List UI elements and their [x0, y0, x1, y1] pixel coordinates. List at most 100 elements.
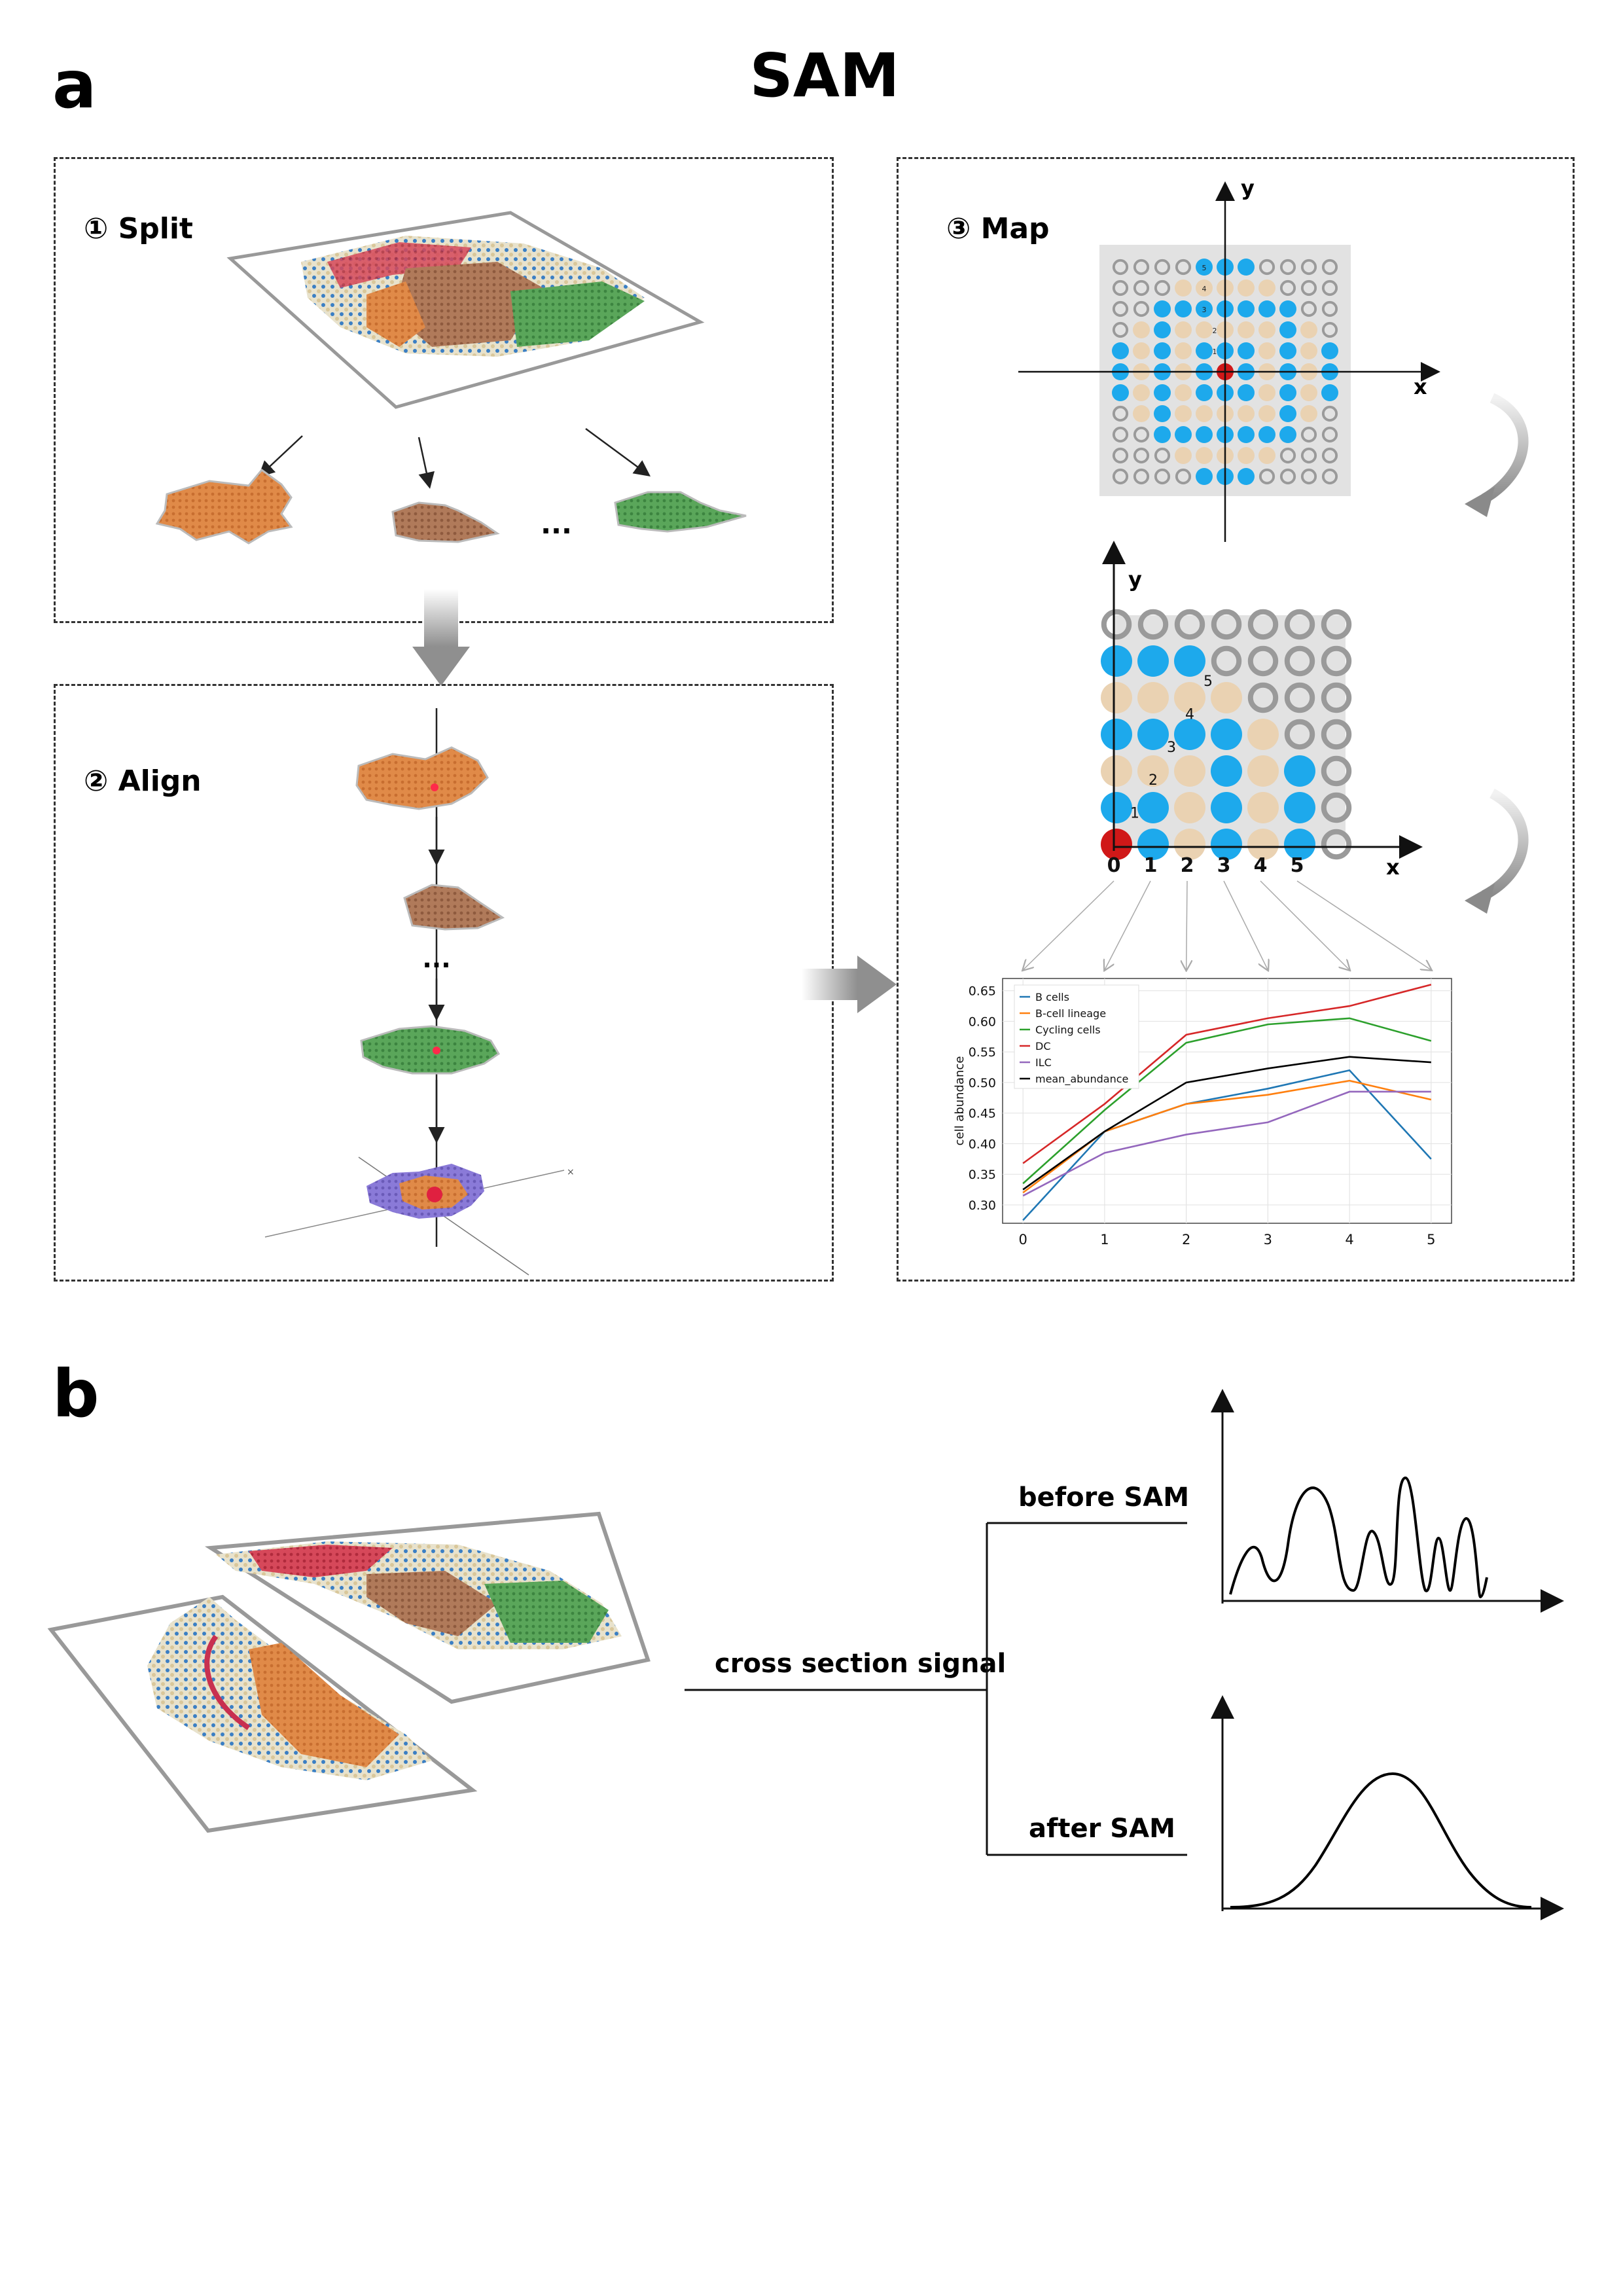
chart-series-line-cycling-cells: [1022, 1017, 1432, 1185]
after-sam-signal: [1230, 1772, 1532, 1909]
grid-empty-spot: [1175, 259, 1192, 276]
map-curved-arrow-2: [1482, 788, 1529, 901]
grid-empty-spot: [1321, 468, 1338, 485]
grid-spot-ring-3: [1238, 300, 1255, 317]
grid-spot-ring-4: [1300, 384, 1317, 401]
chart-ytick-label: 0.65: [969, 984, 996, 999]
quadrant-spot-ring-1: [1137, 792, 1169, 823]
quadrant-empty-spot: [1284, 645, 1315, 677]
quadrant-spot-ring-5: [1284, 792, 1315, 823]
grid-empty-spot: [1154, 447, 1171, 464]
grid-spot-ring-3: [1279, 321, 1296, 338]
tick-to-chart-connectors: [1023, 880, 1431, 970]
grid-ring-number-3: 3: [1202, 306, 1207, 314]
grid-empty-spot: [1321, 279, 1338, 296]
grid-spot-ring-3: [1154, 426, 1171, 443]
quadrant-ring-number-1: 1: [1130, 806, 1139, 822]
distance-tick-5: 5: [1291, 854, 1304, 877]
chart-series-line-dc: [1022, 984, 1432, 1164]
grid-empty-spot: [1112, 468, 1129, 485]
quadrant-center-spot: [1101, 829, 1132, 860]
quadrant-spot-ring-3: [1211, 829, 1242, 860]
chart-ytick-label: 0.35: [969, 1168, 996, 1182]
chart-legend: B cells B-cell lineage Cycling cells DC ILC m…: [1014, 984, 1139, 1089]
quadrant-spot-ring-4: [1211, 682, 1242, 713]
grid-spot-ring-4: [1175, 279, 1192, 296]
grid-empty-spot: [1300, 259, 1317, 276]
grid-spot-ring-4: [1133, 384, 1150, 401]
section-slides-pair: [47, 1511, 651, 1833]
grid-spot-ring-1: [1196, 342, 1213, 359]
quadrant-ring-number-2: 2: [1149, 772, 1158, 789]
quadrant-axes: [1102, 541, 1423, 859]
align-stack: ... ×: [264, 708, 575, 1276]
quadrant-spot-ring-5: [1284, 755, 1315, 787]
grid-empty-spot: [1321, 300, 1338, 317]
quadrant-spot-ring-2: [1101, 755, 1132, 787]
grid-spot-ring-5: [1196, 468, 1213, 485]
map-step-box: [897, 157, 1575, 1282]
quadrant-empty-spot: [1321, 829, 1352, 860]
grid-spot-ring-2: [1238, 405, 1255, 422]
grid-empty-spot: [1300, 300, 1317, 317]
grid-empty-spot: [1154, 468, 1171, 485]
chart-xtick-label: 5: [1427, 1232, 1435, 1247]
grid-spot-ring-4: [1258, 447, 1275, 464]
distance-tick-0: 0: [1107, 854, 1121, 877]
quadrant-spot-ring-2: [1174, 755, 1205, 787]
quadrant-ring-number-4: 4: [1185, 706, 1194, 723]
grid-spot-ring-2: [1196, 405, 1213, 422]
quadrant-empty-spot: [1321, 645, 1352, 677]
distance-tick-2: 2: [1181, 854, 1194, 877]
chart-legend-entry: ILC: [1035, 1056, 1052, 1069]
grid-empty-spot: [1133, 426, 1150, 443]
panel-b-letter: b: [52, 1355, 99, 1432]
grid-empty-spot: [1154, 259, 1171, 276]
grid-spot-ring-5: [1321, 342, 1338, 359]
quadrant-empty-spot: [1321, 792, 1352, 823]
quadrant-spot-ring-3: [1137, 719, 1169, 750]
distance-tick-1: 1: [1144, 854, 1158, 877]
grid-empty-spot: [1133, 259, 1150, 276]
grid-spot-ring-3: [1258, 426, 1275, 443]
grid-spot-ring-3: [1154, 300, 1171, 317]
grid-spot-ring-3: [1279, 342, 1296, 359]
chart-ytick-label: 0.30: [969, 1198, 996, 1213]
grid-empty-spot: [1321, 447, 1338, 464]
quadrant-spot-ring-4: [1174, 682, 1205, 713]
split-region-orange: [155, 468, 293, 545]
quadrant-spot-ring-4: [1247, 719, 1279, 750]
chart-legend-entry: B-cell lineage: [1035, 1007, 1106, 1020]
quadrant-spot-ring-4: [1247, 792, 1279, 823]
quadrant-spot-ring-5: [1174, 645, 1205, 677]
quadrant-empty-spot: [1174, 609, 1205, 640]
grid-spot-ring-4: [1300, 405, 1317, 422]
tick-connector-3: [1223, 880, 1268, 970]
quadrant-y-axis-label: y: [1128, 567, 1142, 592]
grid-spot-ring-2: [1175, 321, 1192, 338]
grid-empty-spot: [1300, 447, 1317, 464]
quadrant-spot-ring-3: [1211, 755, 1242, 787]
grid-spot-ring-3: [1154, 384, 1171, 401]
grid-spot-ring-2: [1175, 342, 1192, 359]
before-sam-label: before SAM: [1018, 1482, 1189, 1513]
chart-legend-entry: mean_abundance: [1035, 1073, 1128, 1086]
chart-ytick-label: 0.60: [969, 1014, 996, 1029]
chart-ytick-label: 0.50: [969, 1076, 996, 1090]
quadrant-spot-ring-3: [1174, 719, 1205, 750]
grid-spot-ring-1: [1238, 342, 1255, 359]
panel-a-letter: a: [52, 46, 97, 123]
quadrant-x-axis-label: x: [1386, 855, 1400, 880]
grid-spot-ring-3: [1196, 300, 1213, 317]
grid-spot-ring-4: [1133, 321, 1150, 338]
grid-empty-spot: [1321, 321, 1338, 338]
grid-spot-ring-3: [1238, 426, 1255, 443]
grid-spot-ring-2: [1258, 321, 1275, 338]
chart-xtick-label: 1: [1100, 1232, 1109, 1247]
map-curved-arrow-1: [1481, 393, 1529, 503]
chart-legend-box: [1014, 984, 1139, 1089]
chart-ytick-label: 0.40: [969, 1137, 996, 1151]
grid-empty-spot: [1321, 426, 1338, 443]
